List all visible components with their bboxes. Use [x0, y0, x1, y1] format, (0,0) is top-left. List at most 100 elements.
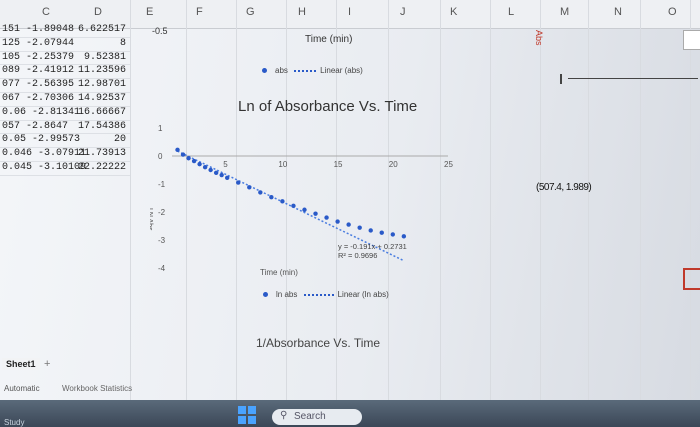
cell-c[interactable]: 105 -2.25379 — [2, 51, 75, 63]
legend-trend: Linear (abs) — [320, 66, 363, 75]
column-gridline — [236, 0, 237, 400]
column-header-j[interactable]: J — [400, 6, 406, 18]
column-header-e[interactable]: E — [146, 6, 154, 18]
selected-chart-edge[interactable] — [683, 268, 700, 290]
cell-d[interactable]: 20 — [113, 134, 126, 146]
data-point — [202, 165, 208, 170]
data-point — [280, 199, 285, 204]
column-header-l[interactable]: L — [508, 6, 515, 18]
data-point — [379, 230, 384, 235]
data-point — [401, 234, 407, 239]
cell-d[interactable]: 6.622517 — [77, 24, 126, 35]
table-row[interactable]: 089 -2.41912 11.23596 — [0, 65, 130, 80]
table-row[interactable]: 125 -2.07944 8 — [0, 38, 130, 52]
inv-chart-title[interactable]: 1/Absorbance Vs. Time — [256, 336, 381, 350]
cell-e1[interactable]: -0.5 — [152, 26, 168, 36]
right-chart-edge — [683, 30, 700, 50]
cell-d[interactable]: 21.73913 — [77, 148, 126, 160]
abs-chart[interactable]: Time (min) — [240, 26, 420, 86]
column-gridline — [588, 0, 589, 400]
table-row[interactable]: 0.045 -3.10109 22.22222 — [0, 162, 130, 176]
cell-d[interactable]: 17.54386 — [77, 120, 126, 132]
cell-c[interactable]: 0.046 -3.07911 — [2, 148, 87, 160]
point-coordinate-label: (507.4, 1.989) — [536, 182, 592, 193]
table-row[interactable]: 0.046 -3.07911 21.73913 — [0, 148, 130, 162]
x-tick-label: 25 — [444, 160, 453, 169]
data-point — [368, 228, 373, 233]
data-point — [390, 232, 395, 237]
cell-d[interactable]: 14.92537 — [77, 92, 126, 104]
cell-c[interactable]: 089 -2.41912 — [2, 65, 75, 77]
equation-text: y = -0.191x + 0.2731 — [338, 242, 407, 251]
table-row[interactable]: 067 -2.70306 14.92537 — [0, 93, 130, 107]
column-gridline — [186, 0, 187, 400]
table-row[interactable]: 0.05 -2.99573 20 — [0, 134, 130, 149]
column-header-n[interactable]: N — [614, 6, 622, 18]
data-point — [269, 194, 274, 200]
calculation-mode[interactable]: Automatic — [4, 384, 40, 393]
cell-c[interactable]: 057 -2.8647 — [2, 120, 69, 132]
data-point — [313, 211, 318, 216]
cell-c[interactable]: 125 -2.07944 — [2, 37, 75, 49]
column-header-k[interactable]: K — [450, 6, 458, 18]
data-point — [357, 225, 362, 230]
data-point — [247, 185, 252, 190]
taskbar-search-box[interactable]: ⚲ Search — [272, 409, 362, 425]
column-header-m[interactable]: M — [560, 6, 570, 18]
cell-c[interactable]: 067 -2.70306 — [2, 92, 75, 104]
y-axis-title: LN Abs — [150, 208, 153, 231]
data-point — [219, 172, 224, 178]
cell-d[interactable]: 9.52381 — [83, 51, 126, 63]
data-point — [335, 219, 340, 224]
column-gridline — [336, 0, 337, 400]
table-row[interactable]: 0.06 -2.81341 16.66667 — [0, 107, 130, 121]
workbook-statistics[interactable]: Workbook Statistics — [62, 384, 133, 393]
legend-marker-icon — [263, 292, 268, 298]
add-sheet-button[interactable]: + — [44, 358, 51, 370]
column-header-i[interactable]: I — [348, 6, 352, 18]
ln-chart-plot-area[interactable]: 5 10 15 20 25 1 0 -1 -2 -3 -4 LN Abs — [150, 120, 470, 290]
column-gridline — [690, 0, 691, 400]
cell-c[interactable]: 151 -1.89048 — [2, 24, 75, 35]
data-point — [225, 175, 230, 181]
sheet-tab-bar: Sheet1 + — [0, 358, 700, 374]
cell-c[interactable]: 077 -2.56395 — [2, 79, 75, 91]
table-row[interactable]: 151 -1.89048 6.622517 — [0, 24, 130, 38]
table-row[interactable]: 077 -2.56395 12.98701 — [0, 79, 130, 93]
column-header-o[interactable]: O — [668, 6, 677, 18]
abs-chart-x-title: Time (min) — [305, 34, 353, 45]
ln-chart-title[interactable]: Ln of Absorbance Vs. Time — [238, 98, 418, 115]
cell-d[interactable]: 12.98701 — [77, 79, 126, 91]
y-tick-label: -4 — [158, 264, 166, 273]
column-header-f[interactable]: F — [196, 6, 203, 18]
table-row[interactable]: 105 -2.25379 9.52381 — [0, 52, 130, 66]
cell-c[interactable]: 0.05 -2.99573 — [2, 134, 81, 146]
x-tick-label: 10 — [278, 160, 287, 169]
cell-d[interactable]: 16.66667 — [77, 106, 126, 118]
right-chart-axis-label: Abs — [534, 30, 544, 46]
column-gridline — [388, 0, 389, 400]
sheet-tab-sheet1[interactable]: Sheet1 — [2, 358, 40, 370]
data-point — [291, 203, 296, 209]
data-point — [208, 167, 213, 173]
data-point — [302, 207, 307, 212]
y-tick-label: 1 — [158, 124, 163, 133]
column-gridline — [130, 0, 131, 400]
windows-start-icon[interactable] — [238, 406, 256, 424]
legend-series: ln abs — [276, 290, 298, 299]
search-icon: ⚲ — [280, 410, 288, 421]
x-tick-label: 15 — [334, 160, 343, 169]
legend-marker-icon — [262, 68, 267, 74]
cell-d[interactable]: 8 — [119, 37, 126, 49]
table-row[interactable]: 057 -2.8647 17.54386 — [0, 121, 130, 135]
cell-d[interactable]: 22.22222 — [77, 161, 126, 173]
cell-c[interactable]: 0.06 -2.81341 — [2, 106, 81, 118]
column-header-c[interactable]: C — [42, 6, 50, 18]
column-gridline — [640, 0, 641, 400]
cell-c[interactable]: 0.045 -3.10109 — [2, 161, 87, 173]
column-header-d[interactable]: D — [94, 6, 102, 18]
column-header-h[interactable]: H — [298, 6, 306, 18]
column-header-g[interactable]: G — [246, 6, 255, 18]
cell-d[interactable]: 11.23596 — [77, 65, 126, 77]
